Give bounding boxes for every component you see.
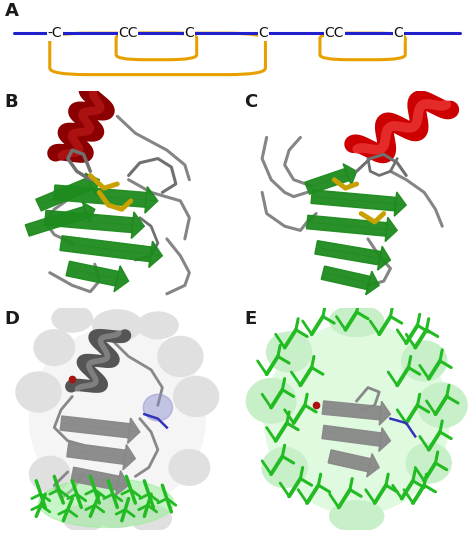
Polygon shape <box>131 212 144 239</box>
Polygon shape <box>45 210 133 233</box>
Polygon shape <box>343 164 356 185</box>
Polygon shape <box>60 236 152 262</box>
Polygon shape <box>379 401 391 425</box>
Ellipse shape <box>92 310 142 341</box>
Ellipse shape <box>29 327 205 510</box>
Ellipse shape <box>34 330 74 365</box>
Ellipse shape <box>29 456 70 492</box>
Text: E: E <box>244 310 256 328</box>
Polygon shape <box>149 241 162 268</box>
Ellipse shape <box>246 379 296 423</box>
Polygon shape <box>385 217 397 241</box>
Ellipse shape <box>169 450 210 485</box>
Polygon shape <box>305 169 349 194</box>
Polygon shape <box>54 185 147 207</box>
Polygon shape <box>116 471 128 496</box>
Polygon shape <box>379 427 391 452</box>
Polygon shape <box>321 266 370 289</box>
Ellipse shape <box>92 496 142 528</box>
Text: C: C <box>258 26 268 40</box>
Ellipse shape <box>402 341 447 381</box>
Ellipse shape <box>16 372 61 412</box>
Polygon shape <box>60 416 130 438</box>
Polygon shape <box>25 207 88 236</box>
Ellipse shape <box>406 443 451 483</box>
Polygon shape <box>322 425 381 446</box>
Text: -C: -C <box>47 26 62 40</box>
Polygon shape <box>85 173 99 194</box>
Polygon shape <box>66 261 119 286</box>
Polygon shape <box>322 401 381 420</box>
Text: C: C <box>393 26 403 40</box>
Text: A: A <box>5 3 18 20</box>
Polygon shape <box>71 467 119 490</box>
Polygon shape <box>123 445 136 470</box>
Text: C: C <box>185 26 194 40</box>
Ellipse shape <box>63 505 104 532</box>
Ellipse shape <box>330 501 383 532</box>
Polygon shape <box>145 187 158 213</box>
Ellipse shape <box>137 312 178 339</box>
Ellipse shape <box>131 505 172 532</box>
Ellipse shape <box>158 337 203 377</box>
Ellipse shape <box>173 377 219 416</box>
Polygon shape <box>306 215 387 236</box>
Ellipse shape <box>264 323 449 514</box>
Text: B: B <box>5 93 18 111</box>
Text: CC: CC <box>118 26 138 40</box>
Polygon shape <box>36 178 93 211</box>
Polygon shape <box>82 202 95 222</box>
Ellipse shape <box>143 394 173 421</box>
Polygon shape <box>365 271 379 295</box>
Ellipse shape <box>262 447 307 487</box>
Polygon shape <box>128 418 140 444</box>
Text: CC: CC <box>324 26 344 40</box>
Polygon shape <box>114 266 128 292</box>
Polygon shape <box>67 442 126 464</box>
Polygon shape <box>328 450 371 472</box>
Polygon shape <box>394 192 406 216</box>
Polygon shape <box>377 246 391 270</box>
Ellipse shape <box>330 305 383 337</box>
Ellipse shape <box>38 479 173 528</box>
Ellipse shape <box>418 383 467 427</box>
Polygon shape <box>366 454 379 477</box>
Text: C: C <box>244 93 257 111</box>
Ellipse shape <box>266 332 311 372</box>
Polygon shape <box>311 190 396 211</box>
Polygon shape <box>315 241 381 265</box>
Text: D: D <box>5 310 20 328</box>
Ellipse shape <box>52 305 92 332</box>
